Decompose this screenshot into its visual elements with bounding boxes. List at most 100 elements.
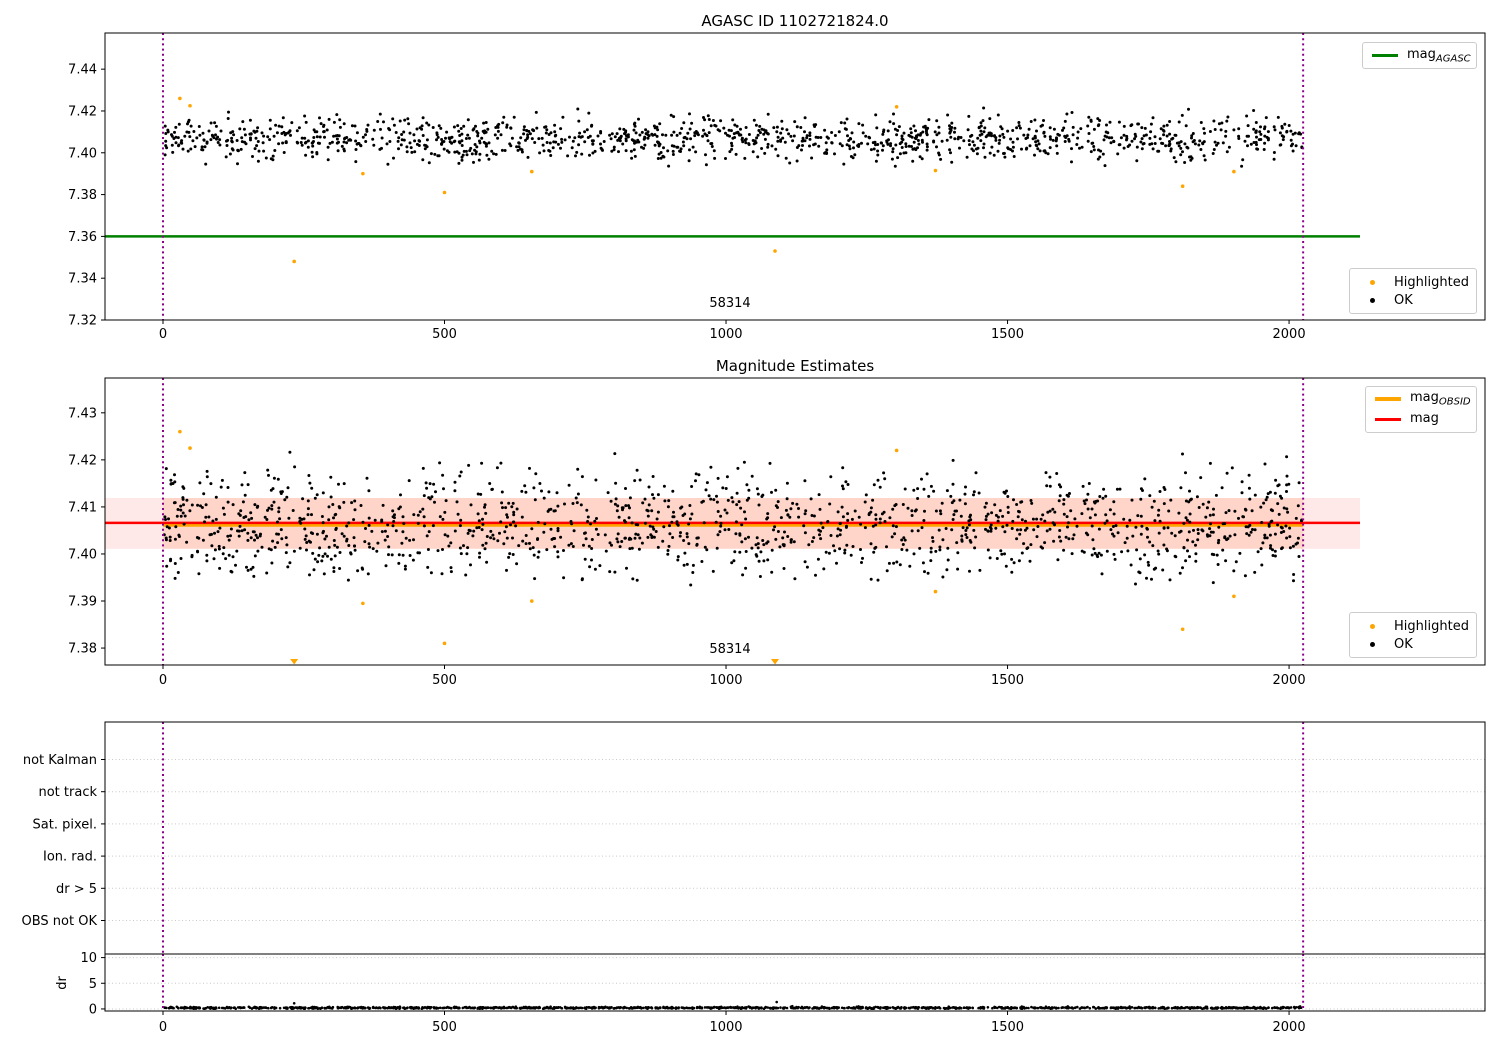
ok-point xyxy=(927,118,931,122)
ok-point xyxy=(277,506,281,510)
ok-point xyxy=(695,543,699,547)
ok-point xyxy=(1052,539,1056,543)
highlighted-point xyxy=(442,641,447,646)
ok-point xyxy=(786,513,790,517)
ok-point xyxy=(399,143,403,147)
ok-point xyxy=(891,507,895,511)
ok-point xyxy=(403,567,407,571)
ok-point xyxy=(1221,141,1225,145)
dr-point xyxy=(760,1006,763,1009)
ok-point xyxy=(1269,520,1273,524)
ok-point xyxy=(740,136,744,140)
ok-point xyxy=(213,121,217,125)
ok-point xyxy=(707,494,711,498)
ok-point xyxy=(1134,582,1137,586)
ok-point xyxy=(310,141,314,145)
ok-point xyxy=(496,539,500,543)
ok-point xyxy=(1168,578,1172,582)
ok-point xyxy=(725,511,729,515)
ok-point xyxy=(644,128,648,132)
dr-point xyxy=(384,1006,387,1010)
ok-point xyxy=(1285,455,1289,459)
dr-point xyxy=(1267,1006,1270,1010)
ok-point xyxy=(707,131,711,135)
y-tick-label: 7.34 xyxy=(68,272,97,287)
ok-point xyxy=(524,542,528,546)
ok-point xyxy=(1031,137,1035,141)
ok-point xyxy=(372,128,376,132)
dr-point xyxy=(766,1006,769,1009)
ok-point xyxy=(533,577,537,581)
dr-point xyxy=(1170,1006,1174,1010)
ok-point xyxy=(504,525,508,529)
ok-point xyxy=(776,500,780,504)
ok-point xyxy=(945,568,949,572)
dr-point xyxy=(428,1006,432,1010)
ok-point xyxy=(1112,500,1116,504)
ok-point xyxy=(712,149,716,153)
dr-point xyxy=(967,1006,971,1009)
ok-point xyxy=(578,131,582,135)
ok-point xyxy=(1263,533,1267,537)
dr-point xyxy=(289,1006,293,1010)
dr-point xyxy=(1259,1005,1262,1009)
ok-point xyxy=(894,143,898,147)
ok-point xyxy=(1234,560,1238,564)
ok-point xyxy=(1075,524,1079,528)
ok-point xyxy=(500,501,504,505)
ok-point xyxy=(691,563,695,567)
ok-point xyxy=(920,157,924,161)
ok-point xyxy=(1253,493,1257,497)
ok-point xyxy=(322,130,326,134)
ok-point xyxy=(849,155,853,158)
ok-point xyxy=(1063,140,1067,143)
ok-point xyxy=(179,514,183,518)
dr-point xyxy=(1057,1006,1060,1010)
ok-point xyxy=(963,492,967,496)
ok-point xyxy=(354,139,358,143)
ok-point xyxy=(968,143,971,147)
ok-point xyxy=(478,555,481,559)
ok-point xyxy=(638,478,642,482)
ok-point xyxy=(279,528,283,532)
dr-point xyxy=(1105,1006,1109,1009)
ok-point xyxy=(1296,504,1300,508)
ok-point xyxy=(741,140,745,144)
ok-point xyxy=(466,546,470,550)
dr-point xyxy=(1215,1006,1219,1009)
ok-point xyxy=(925,145,929,149)
ok-point xyxy=(193,145,197,149)
dr-point xyxy=(836,1006,839,1010)
ok-point xyxy=(683,551,687,555)
ok-point xyxy=(218,566,222,570)
ok-point xyxy=(469,563,472,567)
ok-point xyxy=(617,136,621,140)
ok-point xyxy=(964,533,968,537)
ok-point xyxy=(460,158,464,162)
dr-point xyxy=(979,1006,982,1009)
ok-point xyxy=(524,534,528,537)
ok-point xyxy=(1196,528,1200,532)
dr-point xyxy=(1145,1006,1149,1009)
ok-point xyxy=(221,506,225,510)
ok-point xyxy=(933,130,937,134)
ok-point xyxy=(590,547,594,550)
ok-point xyxy=(1105,519,1109,523)
ok-point xyxy=(1191,132,1195,135)
ok-point xyxy=(1179,140,1183,144)
ok-point xyxy=(1053,523,1056,527)
ok-point xyxy=(844,525,848,529)
ok-point xyxy=(427,123,431,127)
ok-point xyxy=(1177,511,1181,515)
ok-point xyxy=(656,157,660,160)
ok-point xyxy=(422,515,426,519)
ok-point xyxy=(940,139,944,143)
ok-point xyxy=(322,572,326,576)
ok-point xyxy=(571,139,575,143)
ok-point xyxy=(704,488,708,492)
ok-point xyxy=(177,122,181,126)
ok-point xyxy=(253,538,256,542)
dr-point xyxy=(855,1005,858,1009)
ok-point xyxy=(1179,153,1183,157)
